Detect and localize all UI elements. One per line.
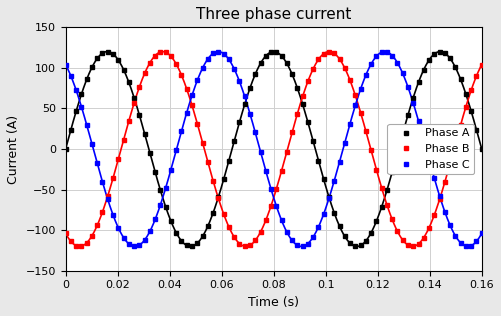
Phase B <box>442 180 448 184</box>
Phase A <box>358 244 364 247</box>
Line: Phase C: Phase C <box>64 50 484 248</box>
Phase C <box>63 63 69 67</box>
Title: Three phase current: Three phase current <box>196 7 351 22</box>
Phase A <box>321 178 327 181</box>
Phase B <box>326 50 332 53</box>
Phase C <box>342 141 348 144</box>
Phase C <box>442 210 448 214</box>
Phase A <box>442 51 448 55</box>
Phase A <box>258 62 264 65</box>
Line: Phase A: Phase A <box>64 50 484 248</box>
Phase A <box>342 234 348 238</box>
Y-axis label: Current (A): Current (A) <box>7 114 20 184</box>
Phase A <box>189 244 195 248</box>
X-axis label: Time (s): Time (s) <box>248 296 299 309</box>
Phase A <box>105 50 111 53</box>
Phase C <box>479 232 485 235</box>
Phase B <box>410 245 416 248</box>
Phase B <box>63 232 69 235</box>
Phase B <box>352 94 358 97</box>
Phase B <box>316 58 322 61</box>
Phase C <box>321 212 327 216</box>
Legend: Phase A, Phase B, Phase C: Phase A, Phase B, Phase C <box>387 124 474 174</box>
Phase B <box>479 63 485 67</box>
Phase C <box>258 150 264 154</box>
Phase B <box>310 67 316 71</box>
Phase C <box>358 87 364 91</box>
Phase C <box>215 50 221 53</box>
Phase A <box>479 147 485 151</box>
Phase A <box>326 195 332 199</box>
Phase C <box>326 196 332 200</box>
Phase B <box>337 57 343 61</box>
Phase C <box>131 245 137 248</box>
Phase B <box>247 243 253 247</box>
Phase A <box>63 147 69 151</box>
Line: Phase B: Phase B <box>64 50 484 248</box>
